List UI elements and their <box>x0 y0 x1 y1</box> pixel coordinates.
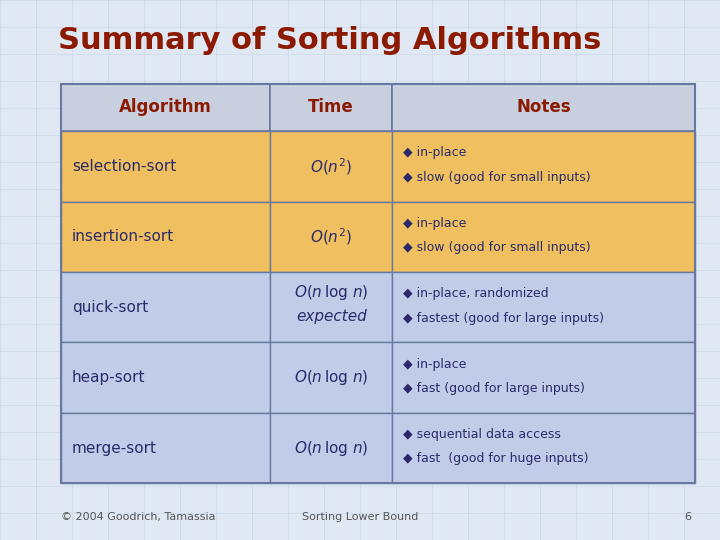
Text: $O(n^2)$: $O(n^2)$ <box>310 226 352 247</box>
Bar <box>61 413 270 483</box>
Text: $O(n\,\log\,n)$: $O(n\,\log\,n)$ <box>294 282 369 302</box>
Bar <box>61 131 270 201</box>
Bar <box>61 84 695 483</box>
Text: Notes: Notes <box>516 98 571 117</box>
Text: $O(n\,\log\,n)$: $O(n\,\log\,n)$ <box>294 438 369 457</box>
Bar <box>270 84 392 131</box>
Bar <box>270 272 392 342</box>
Text: ◆ fast  (good for huge inputs): ◆ fast (good for huge inputs) <box>403 453 589 465</box>
Text: quick-sort: quick-sort <box>72 300 148 315</box>
Bar <box>270 201 392 272</box>
Bar <box>270 131 392 201</box>
Text: expected: expected <box>296 309 366 325</box>
Bar <box>61 342 270 413</box>
Bar <box>392 272 695 342</box>
Text: ◆ in-place: ◆ in-place <box>403 217 467 230</box>
Bar <box>270 413 392 483</box>
Text: 6: 6 <box>684 512 691 522</box>
Text: ◆ in-place: ◆ in-place <box>403 357 467 370</box>
Text: Time: Time <box>308 98 354 117</box>
Bar <box>270 342 392 413</box>
Text: ◆ in-place, randomized: ◆ in-place, randomized <box>403 287 549 300</box>
Bar <box>392 413 695 483</box>
Text: Summary of Sorting Algorithms: Summary of Sorting Algorithms <box>58 26 601 55</box>
Bar <box>392 342 695 413</box>
Text: merge-sort: merge-sort <box>72 441 157 456</box>
Bar <box>392 84 695 131</box>
Text: ◆ fast (good for large inputs): ◆ fast (good for large inputs) <box>403 382 585 395</box>
Text: $O(n\,\log\,n)$: $O(n\,\log\,n)$ <box>294 368 369 387</box>
Text: Sorting Lower Bound: Sorting Lower Bound <box>302 512 418 522</box>
Text: Algorithm: Algorithm <box>120 98 212 117</box>
Text: ◆ slow (good for small inputs): ◆ slow (good for small inputs) <box>403 241 591 254</box>
Bar <box>61 201 270 272</box>
Bar <box>392 131 695 201</box>
Text: selection-sort: selection-sort <box>72 159 176 174</box>
Text: ◆ sequential data access: ◆ sequential data access <box>403 428 561 441</box>
Text: ◆ fastest (good for large inputs): ◆ fastest (good for large inputs) <box>403 312 604 325</box>
Text: $O(n^2)$: $O(n^2)$ <box>310 156 352 177</box>
Bar <box>61 84 270 131</box>
Text: ◆ slow (good for small inputs): ◆ slow (good for small inputs) <box>403 171 591 184</box>
Text: ◆ in-place: ◆ in-place <box>403 146 467 159</box>
Bar <box>392 201 695 272</box>
Text: © 2004 Goodrich, Tamassia: © 2004 Goodrich, Tamassia <box>61 512 216 522</box>
Text: insertion-sort: insertion-sort <box>72 230 174 244</box>
Text: heap-sort: heap-sort <box>72 370 145 385</box>
Bar <box>61 272 270 342</box>
